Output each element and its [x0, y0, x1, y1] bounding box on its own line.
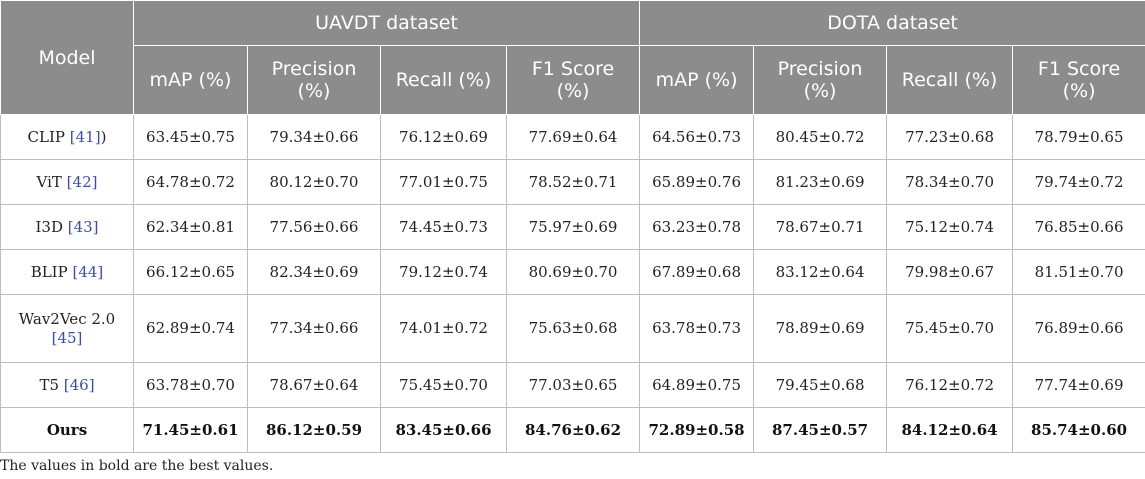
value-cell: 78.79±0.65 — [1012, 114, 1145, 160]
citation-link[interactable]: [44] — [72, 262, 104, 281]
value-cell: 79.98±0.67 — [886, 249, 1014, 295]
model-name: Ours — [46, 420, 88, 439]
table-footnote: The values in bold are the best values. — [0, 458, 274, 474]
value-cell: 63.23±0.78 — [639, 204, 755, 250]
model-cell: ViT [42] — [0, 159, 134, 205]
citation-link[interactable]: [46] — [63, 375, 95, 394]
value-cell: 77.23±0.68 — [886, 114, 1014, 160]
value-cell: 80.45±0.72 — [753, 114, 888, 160]
value-cell: 78.52±0.71 — [505, 159, 641, 205]
value-cell: 85.74±0.60 — [1012, 407, 1145, 453]
value-cell: 77.56±0.66 — [247, 204, 381, 250]
value-cell: 80.69±0.70 — [505, 249, 641, 295]
value-cell: 76.12±0.69 — [380, 114, 507, 160]
value-cell: 83.45±0.66 — [380, 407, 507, 453]
value-cell: 64.56±0.73 — [639, 114, 755, 160]
header-model: Model — [0, 0, 134, 115]
header-metric: Precision (%) — [753, 45, 888, 115]
value-cell: 75.97±0.69 — [505, 204, 641, 250]
value-cell: 62.34±0.81 — [133, 204, 248, 250]
header-metric: F1 Score (%) — [505, 45, 641, 115]
value-cell: 63.78±0.73 — [639, 294, 755, 363]
table-row: CLIP [41]) 63.45±0.75 79.34±0.66 76.12±0… — [0, 114, 1145, 160]
model-cell: T5 [46] — [0, 362, 134, 408]
header-row-groups: Model UAVDT dataset DOTA dataset — [0, 0, 1145, 115]
value-cell: 83.12±0.64 — [753, 249, 888, 295]
header-metric: Precision (%) — [247, 45, 381, 115]
header-group-dota: DOTA dataset — [639, 0, 1145, 46]
value-cell: 79.34±0.66 — [247, 114, 381, 160]
model-name: T5 — [39, 375, 64, 394]
value-cell: 75.63±0.68 — [505, 294, 641, 363]
value-cell: 74.01±0.72 — [380, 294, 507, 363]
value-cell: 81.51±0.70 — [1012, 249, 1145, 295]
value-cell: 71.45±0.61 — [133, 407, 248, 453]
value-cell: 64.78±0.72 — [133, 159, 248, 205]
model-cell: I3D [43] — [0, 204, 134, 250]
value-cell: 82.34±0.69 — [247, 249, 381, 295]
value-cell: 79.74±0.72 — [1012, 159, 1145, 205]
value-cell: 77.34±0.66 — [247, 294, 381, 363]
value-cell: 79.45±0.68 — [753, 362, 888, 408]
value-cell: 78.34±0.70 — [886, 159, 1014, 205]
model-name: BLIP — [30, 262, 73, 281]
value-cell: 77.01±0.75 — [380, 159, 507, 205]
header-metric: Recall (%) — [886, 45, 1014, 115]
model-suffix: ) — [100, 127, 107, 146]
value-cell: 62.89±0.74 — [133, 294, 248, 363]
value-cell: 76.12±0.72 — [886, 362, 1014, 408]
value-cell: 74.45±0.73 — [380, 204, 507, 250]
header-group-uavdt: UAVDT dataset — [132, 0, 641, 46]
value-cell: 80.12±0.70 — [247, 159, 381, 205]
model-name: ViT — [36, 172, 67, 191]
model-name: Wav2Vec 2.0 — [18, 309, 116, 328]
model-cell: CLIP [41]) — [0, 114, 134, 160]
model-name: I3D — [35, 217, 68, 236]
citation-link[interactable]: [41] — [69, 127, 101, 146]
value-cell: 79.12±0.74 — [380, 249, 507, 295]
value-cell: 66.12±0.65 — [133, 249, 248, 295]
value-cell: 78.89±0.69 — [753, 294, 888, 363]
citation-link[interactable]: [42] — [66, 172, 98, 191]
value-cell: 75.45±0.70 — [886, 294, 1014, 363]
value-cell: 87.45±0.57 — [753, 407, 888, 453]
value-cell: 86.12±0.59 — [247, 407, 381, 453]
header-metric: mAP (%) — [639, 45, 755, 115]
value-cell: 77.03±0.65 — [505, 362, 641, 408]
value-cell: 75.12±0.74 — [886, 204, 1014, 250]
value-cell: 78.67±0.71 — [753, 204, 888, 250]
value-cell: 67.89±0.68 — [639, 249, 755, 295]
table-row: BLIP [44] 66.12±0.65 82.34±0.69 79.12±0.… — [0, 249, 1145, 295]
header-row-metrics: mAP (%) Precision (%) Recall (%) F1 Scor… — [1, 45, 1145, 115]
value-cell: 77.74±0.69 — [1012, 362, 1145, 408]
citation-link[interactable]: [45] — [51, 328, 83, 347]
value-cell: 84.76±0.62 — [505, 407, 641, 453]
value-cell: 76.89±0.66 — [1012, 294, 1145, 363]
header-metric: Recall (%) — [380, 45, 507, 115]
value-cell: 75.45±0.70 — [380, 362, 507, 408]
value-cell: 64.89±0.75 — [639, 362, 755, 408]
table-row: I3D [43] 62.34±0.81 77.56±0.66 74.45±0.7… — [0, 204, 1145, 250]
model-cell: Wav2Vec 2.0 [45] — [0, 294, 134, 363]
value-cell: 65.89±0.76 — [639, 159, 755, 205]
model-cell: BLIP [44] — [0, 249, 134, 295]
value-cell: 77.69±0.64 — [505, 114, 641, 160]
value-cell: 76.85±0.66 — [1012, 204, 1145, 250]
model-name: CLIP — [27, 127, 70, 146]
model-cell: Ours — [0, 407, 134, 453]
value-cell: 63.45±0.75 — [133, 114, 248, 160]
value-cell: 84.12±0.64 — [886, 407, 1014, 453]
header-metric: F1 Score (%) — [1012, 45, 1145, 115]
table-row: ViT [42] 64.78±0.72 80.12±0.70 77.01±0.7… — [0, 159, 1145, 205]
header-metric: mAP (%) — [133, 45, 248, 115]
citation-link[interactable]: [43] — [67, 217, 99, 236]
value-cell: 81.23±0.69 — [753, 159, 888, 205]
table-row: Wav2Vec 2.0 [45] 62.89±0.74 77.34±0.66 7… — [0, 294, 1145, 363]
results-table: Model UAVDT dataset DOTA dataset mAP (%)… — [0, 0, 1145, 453]
value-cell: 72.89±0.58 — [639, 407, 755, 453]
value-cell: 78.67±0.64 — [247, 362, 381, 408]
value-cell: 63.78±0.70 — [133, 362, 248, 408]
table-row-best: Ours 71.45±0.61 86.12±0.59 83.45±0.66 84… — [0, 407, 1145, 453]
table-row: T5 [46] 63.78±0.70 78.67±0.64 75.45±0.70… — [0, 362, 1145, 408]
